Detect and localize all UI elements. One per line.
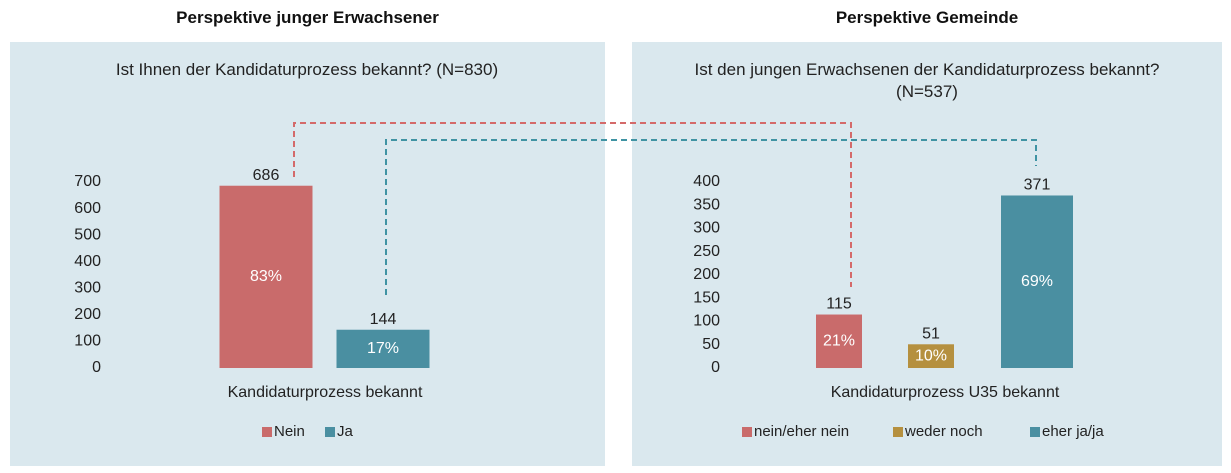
legend-label: Nein [274,423,305,440]
bar [1001,195,1073,368]
y-tick-label: 100 [74,333,101,350]
share-label: 21% [823,332,855,349]
y-tick-label: 0 [711,359,720,376]
y-tick-label: 400 [693,173,720,190]
value-label: 686 [253,167,280,184]
y-tick-label: 350 [693,196,720,213]
legend-label: eher ja/ja [1042,423,1104,440]
y-tick-label: 50 [702,336,720,353]
y-tick-label: 600 [74,200,101,217]
panel-heading: Perspektive junger Erwachsener [176,8,439,27]
value-label: 51 [922,326,940,343]
legend-swatch [262,427,272,437]
y-tick-label: 500 [74,226,101,243]
y-tick-label: 700 [74,173,101,190]
legend-swatch [325,427,335,437]
chart-title: Ist Ihnen der Kandidaturprozess bekannt?… [115,60,499,79]
value-label: 115 [826,296,852,313]
y-tick-label: 400 [74,253,101,270]
legend-swatch [893,427,903,437]
bar [816,314,862,368]
bar [219,185,313,368]
y-tick-label: 250 [693,243,720,260]
y-tick-label: 200 [74,306,101,323]
y-tick-label: 300 [74,280,101,297]
value-label: 144 [370,311,397,328]
panel-heading: Perspektive Gemeinde [835,8,1019,27]
y-tick-label: 0 [92,359,101,376]
share-label: 69% [1021,273,1053,290]
x-category-label: Kandidaturprozess bekannt [228,384,423,401]
legend-swatch [742,427,752,437]
share-label: 83% [250,268,282,285]
panel [632,42,1222,466]
bar [908,344,954,368]
chart-title: Ist den jungen Erwachsenen der Kandidatu… [694,60,1160,101]
y-tick-label: 100 [693,313,720,330]
connector [293,122,852,287]
y-tick-label: 300 [693,220,720,237]
share-label: 17% [367,340,399,357]
legend-label: nein/eher nein [754,423,849,440]
value-label: 371 [1024,177,1051,194]
bar [336,329,430,368]
legend-label: Ja [337,423,354,440]
y-tick-label: 150 [693,289,720,306]
legend-label: weder noch [904,423,983,440]
y-tick-label: 200 [693,266,720,283]
legend-swatch [1030,427,1040,437]
x-category-label: Kandidaturprozess U35 bekannt [831,384,1060,401]
connector [385,139,1037,295]
share-label: 10% [915,347,947,364]
